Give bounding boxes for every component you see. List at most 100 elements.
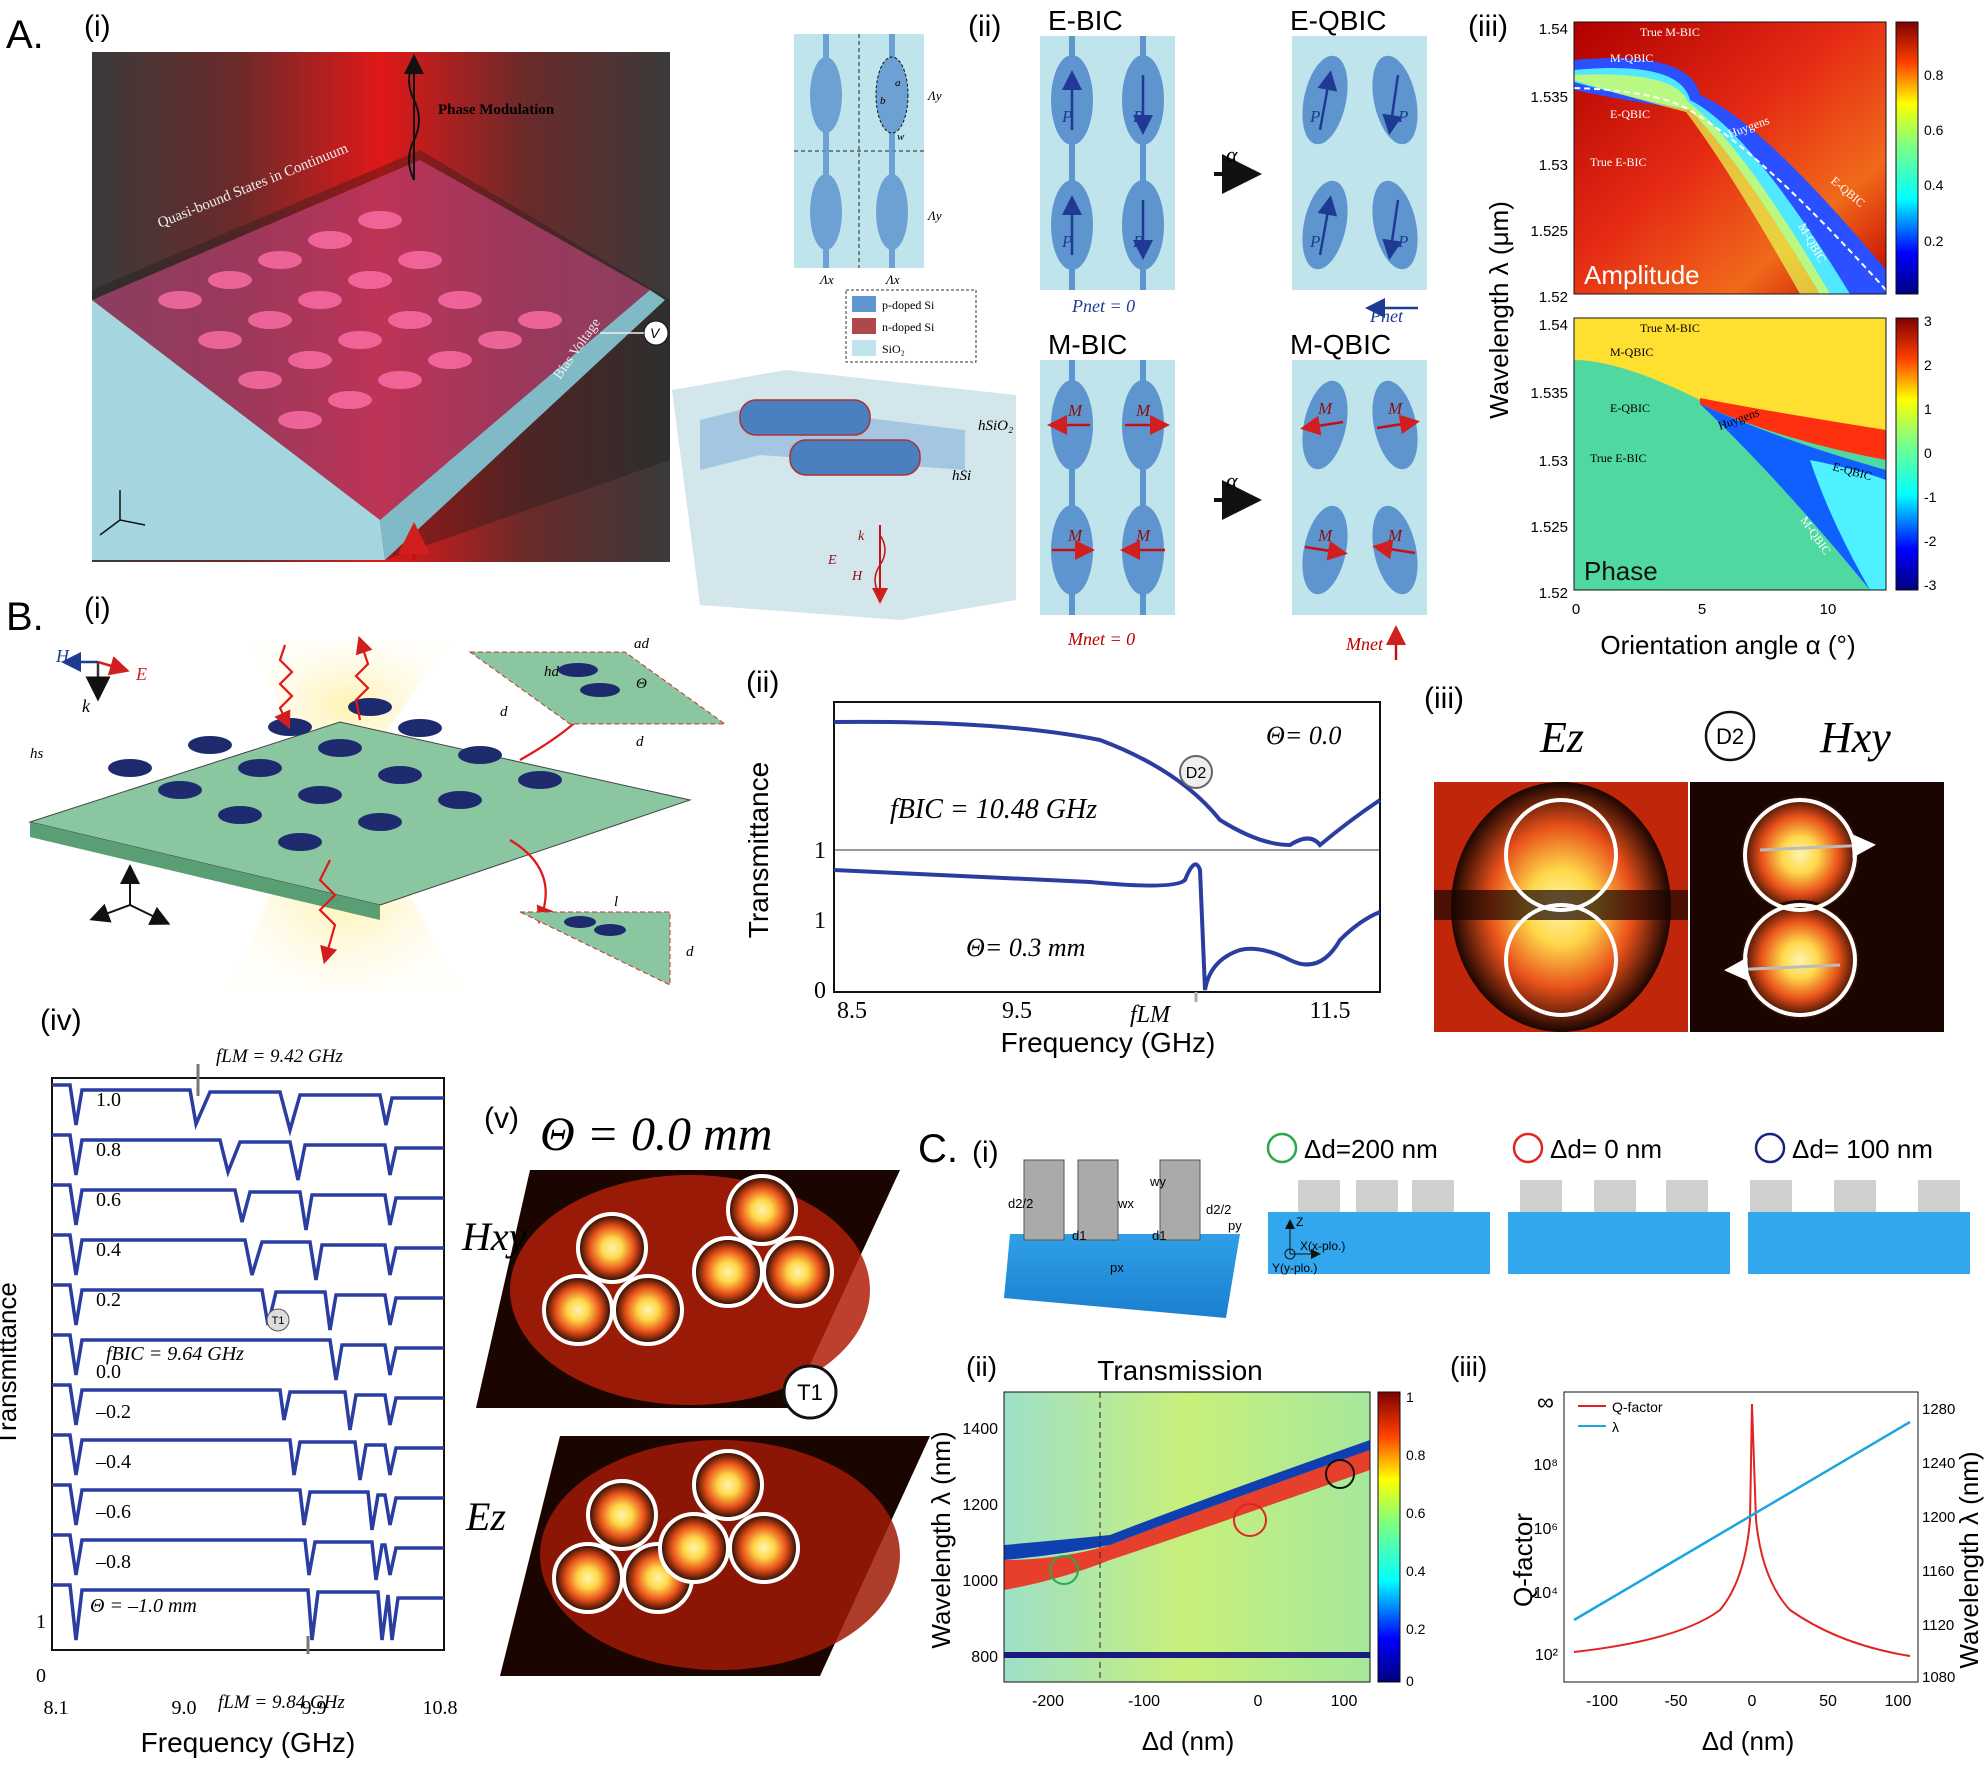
c-iii-ytick-1: 10⁸ bbox=[1533, 1457, 1558, 1474]
axis-b-label: b bbox=[880, 95, 886, 107]
amp-ytick-3: 1.53 bbox=[1539, 157, 1568, 174]
amp-ann-eqbic: E-QBIC bbox=[1610, 107, 1650, 121]
lambda-x-2: Λx bbox=[884, 272, 900, 287]
transmittance-stack-chart bbox=[51, 1064, 445, 1654]
c-ii-xtick-4: 100 bbox=[1331, 1693, 1358, 1710]
b-ii-ytick-1a: 1 bbox=[814, 838, 826, 864]
curve-label-5: 0.2 bbox=[96, 1289, 121, 1311]
layer-stack-illustration bbox=[672, 370, 1016, 620]
dipole-m-7: M bbox=[1317, 526, 1333, 545]
field-maps-b-v bbox=[476, 1170, 930, 1676]
panel-a-ii-tag: (ii) bbox=[968, 10, 1001, 43]
c-ii-cbar-0: 0 bbox=[1406, 1673, 1414, 1689]
phase-ann-eqbic: E-QBIC bbox=[1610, 401, 1650, 415]
h-si-label: hSi bbox=[952, 468, 971, 484]
c-ii-xtick-3: 0 bbox=[1254, 1693, 1263, 1710]
amp-ytick-4: 1.525 bbox=[1530, 223, 1568, 240]
material-legend bbox=[845, 289, 977, 363]
grating-3d-illustration bbox=[1004, 1159, 1240, 1318]
dipole-p-6: P bbox=[1397, 107, 1408, 126]
a-iii-xlabel: Orientation angle α (°) bbox=[1600, 630, 1855, 660]
m-bic-title: M-BIC bbox=[1048, 329, 1127, 360]
c-iii-y2tick-1: 1280 bbox=[1922, 1401, 1955, 1418]
c-i-dim-7: py bbox=[1228, 1218, 1242, 1233]
b-v-ez-label: Ez bbox=[465, 1494, 506, 1539]
c-ii-ytick-3: 1000 bbox=[962, 1573, 998, 1590]
c-ii-cbar-04: 0.4 bbox=[1406, 1563, 1426, 1579]
stack-h-label: H bbox=[851, 569, 863, 584]
c-ii-title: Transmission bbox=[1097, 1355, 1262, 1386]
t1-marker-label: T1 bbox=[272, 1315, 285, 1327]
phase-ytick-3: 1.53 bbox=[1539, 453, 1568, 470]
c-iii-xtick-1: -100 bbox=[1586, 1693, 1618, 1710]
p-net-label: Pnet bbox=[1369, 306, 1404, 326]
phase-ann-true-ebic: True E-BIC bbox=[1590, 451, 1647, 465]
dipole-m-8: M bbox=[1387, 526, 1403, 545]
a-iii-xtick-1: 0 bbox=[1572, 601, 1580, 618]
amplitude-map bbox=[1573, 22, 1887, 294]
k-vector-label: k bbox=[82, 696, 91, 716]
amp-cbar-02: 0.2 bbox=[1924, 233, 1944, 249]
h-sio2-label: hSiO₂ bbox=[978, 418, 1013, 434]
b-v-hxy-label: Hxy bbox=[461, 1214, 527, 1259]
a-iii-ylabel: Wavelength λ (μm) bbox=[1484, 201, 1514, 419]
dipole-m-6: M bbox=[1387, 399, 1403, 418]
e-qbic-title: E-QBIC bbox=[1290, 5, 1386, 36]
c-ii-xtick-2: -100 bbox=[1128, 1693, 1160, 1710]
phase-cbar-1: 1 bbox=[1924, 401, 1932, 417]
transmission-map bbox=[1003, 1391, 1401, 1683]
a-iii-xtick-3: 10 bbox=[1820, 601, 1837, 618]
phase-cbar-0: 0 bbox=[1924, 445, 1932, 461]
phase-ytick-4: 1.525 bbox=[1530, 519, 1568, 536]
p-net-zero: Pnet = 0 bbox=[1071, 296, 1135, 316]
dipole-p-3: P bbox=[1061, 232, 1072, 251]
c-iii-xtick-3: 0 bbox=[1748, 1693, 1757, 1710]
panel-a-iii-tag: (iii) bbox=[1468, 10, 1508, 43]
delta-d-0-label: Δd= 0 nm bbox=[1550, 1134, 1662, 1164]
curve-label-4: 0.4 bbox=[96, 1239, 121, 1261]
lambda-x-1: Λx bbox=[818, 272, 834, 287]
device-3d-illustration bbox=[92, 52, 670, 562]
dipole-m-5: M bbox=[1317, 399, 1333, 418]
ad-label: ad bbox=[634, 636, 650, 652]
delta-d-200-label: Δd=200 nm bbox=[1304, 1134, 1438, 1164]
b-iv-xlabel: Frequency (GHz) bbox=[141, 1727, 356, 1758]
c-iii-ylabel: Q-factor bbox=[1508, 1513, 1538, 1607]
c-iii-y2tick-6: 1080 bbox=[1922, 1669, 1955, 1686]
b-iv-xtick-3: 9.9 bbox=[302, 1697, 327, 1719]
dipole-p-1: P bbox=[1061, 107, 1072, 126]
dipole-m-3: M bbox=[1067, 526, 1083, 545]
voltage-symbol: V bbox=[650, 325, 661, 341]
delta-d-100-label: Δd= 100 nm bbox=[1792, 1134, 1933, 1164]
c-iii-xtick-4: 50 bbox=[1819, 1693, 1837, 1710]
curve-label-7: –0.2 bbox=[95, 1401, 131, 1423]
f-bic-iv-label: fBIC = 9.64 GHz bbox=[106, 1343, 244, 1365]
phase-map bbox=[1574, 318, 1886, 590]
c-i-dim-2: d1 bbox=[1072, 1228, 1086, 1243]
dipole-p-2: P bbox=[1132, 107, 1143, 126]
b-iv-xtick-1: 8.1 bbox=[44, 1697, 69, 1719]
f-lm-bottom-label: fLM = 9.84 GHz bbox=[218, 1692, 345, 1713]
curve-label-2: 0.8 bbox=[96, 1139, 121, 1161]
c-i-dim-6: wy bbox=[1149, 1174, 1166, 1189]
d2-marker-label: D2 bbox=[1186, 765, 1207, 782]
phase-ann-mqbic: M-QBIC bbox=[1610, 345, 1653, 359]
curve-label-10: –0.8 bbox=[95, 1551, 131, 1573]
alpha-arrow-label-2: α bbox=[1226, 468, 1238, 493]
b-iv-ylabel: Transmittance bbox=[0, 1282, 22, 1446]
c-ii-cbar-08: 0.8 bbox=[1406, 1447, 1426, 1463]
axis-y-label: Y(y-plo.) bbox=[1272, 1261, 1317, 1275]
d-label-2: d bbox=[636, 734, 644, 750]
c-iii-inf: ∞ bbox=[1537, 1389, 1554, 1416]
m-qbic-title: M-QBIC bbox=[1290, 329, 1391, 360]
b-ii-xlabel: Frequency (GHz) bbox=[1001, 1027, 1216, 1058]
amp-ann-true-ebic: True E-BIC bbox=[1590, 155, 1647, 169]
m-net-zero: Mnet = 0 bbox=[1067, 629, 1135, 649]
c-i-dim-4: d1 bbox=[1152, 1228, 1166, 1243]
axis-x-label: X(x-plo.) bbox=[1300, 1239, 1345, 1253]
lambda-y-1: Λy bbox=[926, 88, 942, 103]
dipole-p-7: P bbox=[1309, 232, 1320, 251]
legend-p-doped: p-doped Si bbox=[882, 298, 935, 312]
curve-label-6: 0.0 bbox=[96, 1361, 121, 1383]
